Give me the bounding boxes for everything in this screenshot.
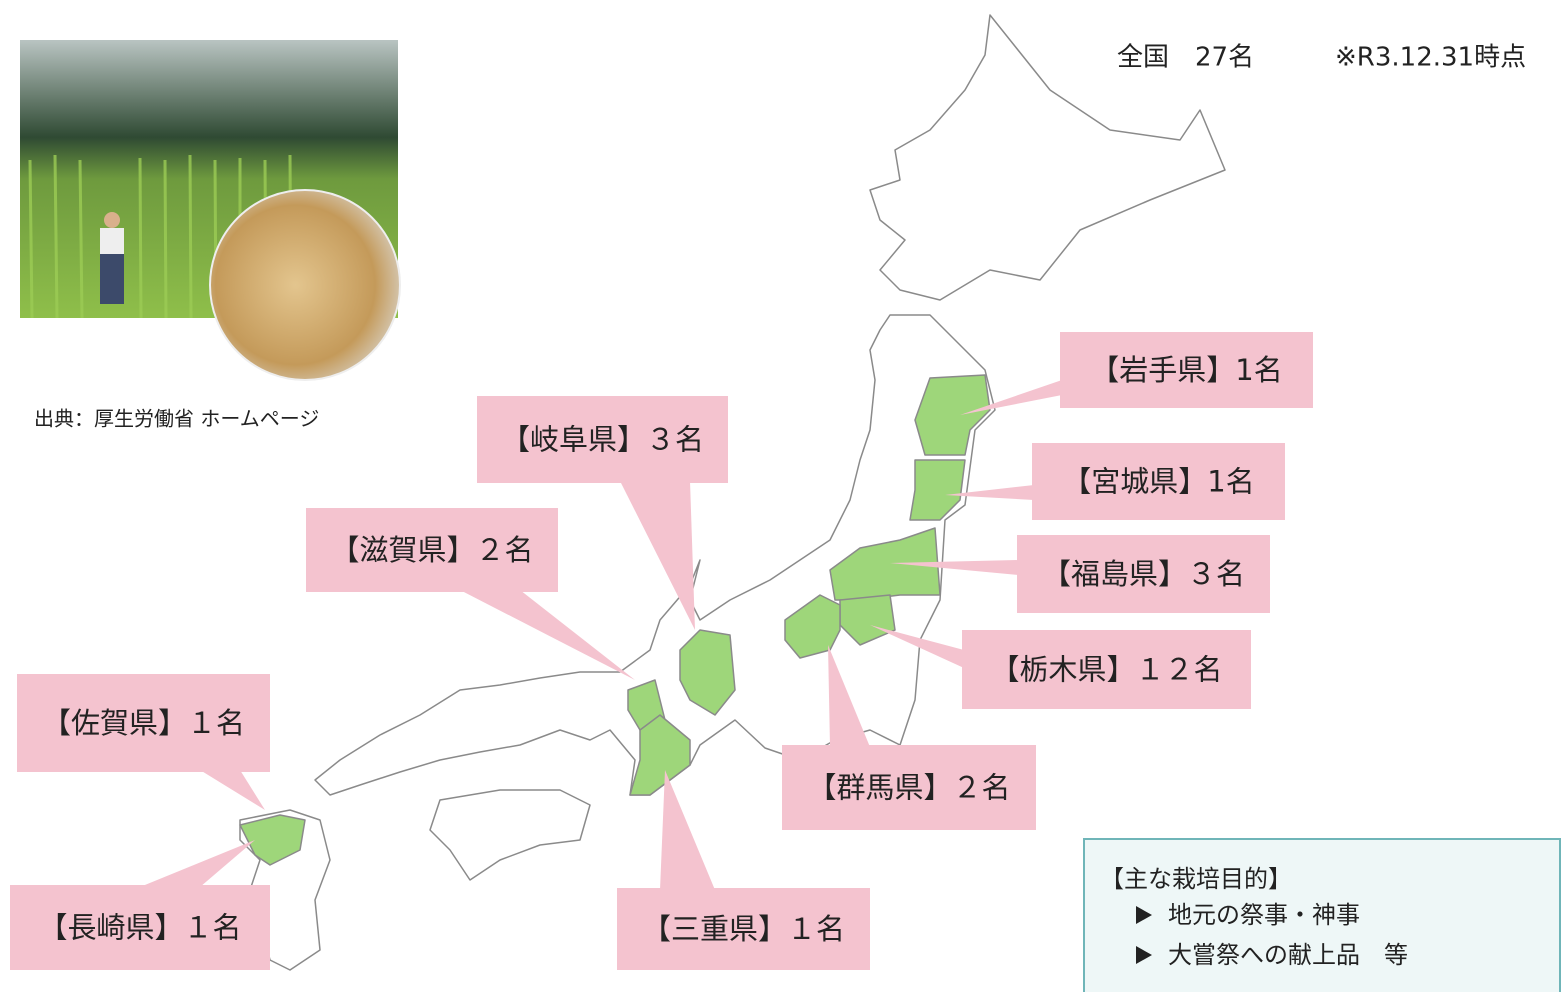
purpose-item: 地元の祭事・神事 <box>1168 901 1360 929</box>
callout-label: 【三重県】１名 <box>642 912 845 946</box>
map-infographic: 出典：厚生労働省 ホームページ 全国 27名 ※R3.12.31時点 【岩手県】… <box>0 0 1561 992</box>
callout-label: 【福島県】３名 <box>1042 557 1245 591</box>
photo-caption: 出典：厚生労働省 ホームページ <box>34 407 319 431</box>
callout-label: 【岩手県】1名 <box>1090 353 1282 387</box>
callout-pointer <box>140 840 255 887</box>
callout-label: 【栃木県】１２名 <box>990 653 1222 687</box>
callout-label: 【岐阜県】３名 <box>501 423 704 457</box>
page: 出典：厚生労働省 ホームページ 全国 27名 ※R3.12.31時点 【岩手県】… <box>0 0 1561 992</box>
callout-label: 【滋賀県】２名 <box>330 533 533 567</box>
shikoku <box>430 790 590 880</box>
date-note: ※R3.12.31時点 <box>1335 43 1526 73</box>
total-count: 全国 27名 <box>1117 43 1254 73</box>
callout-pointer <box>200 770 265 810</box>
callout-label: 【宮城県】1名 <box>1062 465 1254 499</box>
callout-pointer <box>460 590 635 680</box>
callout-label: 【群馬県】２名 <box>807 771 1010 805</box>
photo <box>20 40 400 380</box>
callout-label: 【佐賀県】１名 <box>42 706 245 740</box>
callout-label: 【長崎県】１名 <box>38 911 241 945</box>
iwate <box>915 375 990 455</box>
purpose-box: 【主な栽培目的】 地元の祭事・神事 大嘗祭への献上品 等 <box>1084 839 1560 992</box>
purpose-title: 【主な栽培目的】 <box>1100 865 1292 893</box>
purpose-item: 大嘗祭への献上品 等 <box>1168 941 1408 969</box>
callout-pointer <box>660 770 715 890</box>
